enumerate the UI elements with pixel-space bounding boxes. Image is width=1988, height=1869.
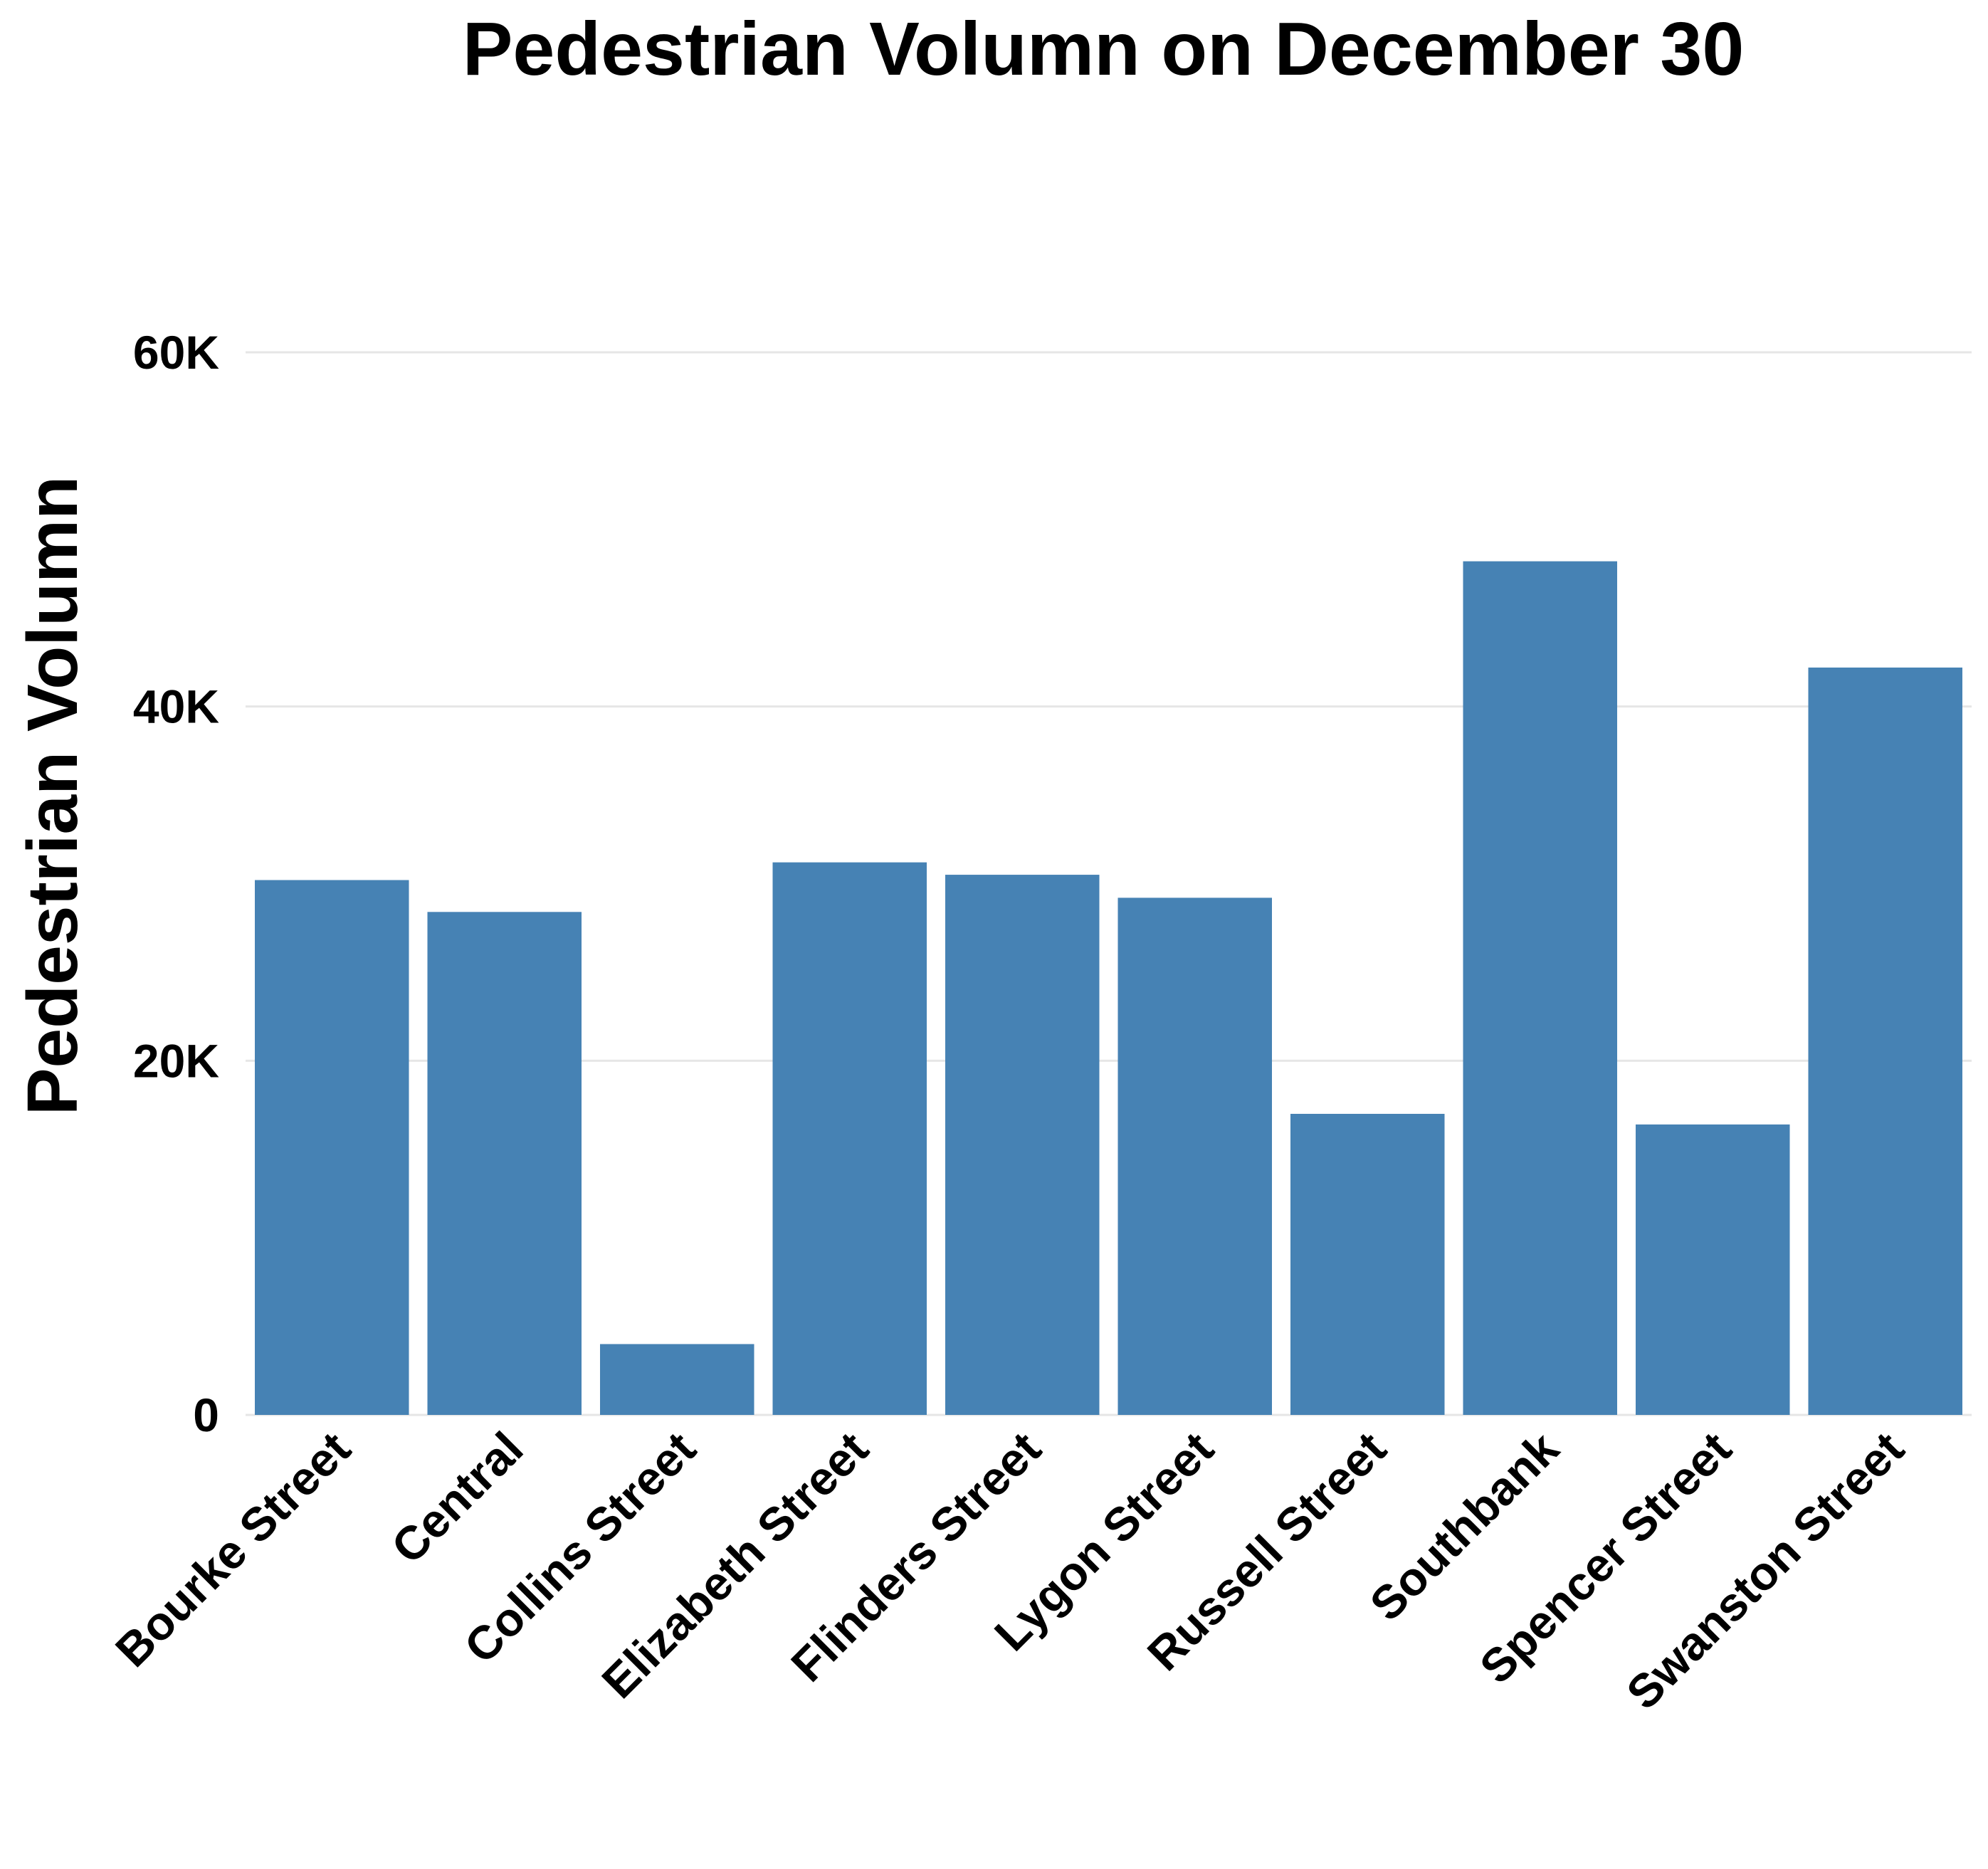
bar (772, 862, 927, 1415)
bar (255, 880, 409, 1415)
bar (1463, 561, 1617, 1416)
bar (600, 1344, 754, 1415)
bars (255, 561, 1962, 1416)
bar (1117, 897, 1272, 1415)
x-tick-label: Central (382, 1422, 533, 1574)
bar (427, 912, 582, 1415)
y-tick-label: 0 (193, 1389, 219, 1441)
y-tick-label: 60K (133, 326, 219, 379)
bar (945, 875, 1100, 1415)
chart-title: Pedestrian Volumn on December 30 (463, 7, 1745, 91)
x-tick-label: Bourke Street (105, 1422, 360, 1677)
y-axis-label: Pedestrian Volumn (13, 476, 93, 1115)
bar (1808, 667, 1962, 1415)
bar (1636, 1124, 1790, 1415)
bar (1290, 1113, 1445, 1415)
y-tick-label: 20K (133, 1034, 219, 1087)
y-tick-label: 40K (133, 680, 219, 733)
y-axis-ticks: 0 20K 40K 60K (133, 326, 219, 1441)
